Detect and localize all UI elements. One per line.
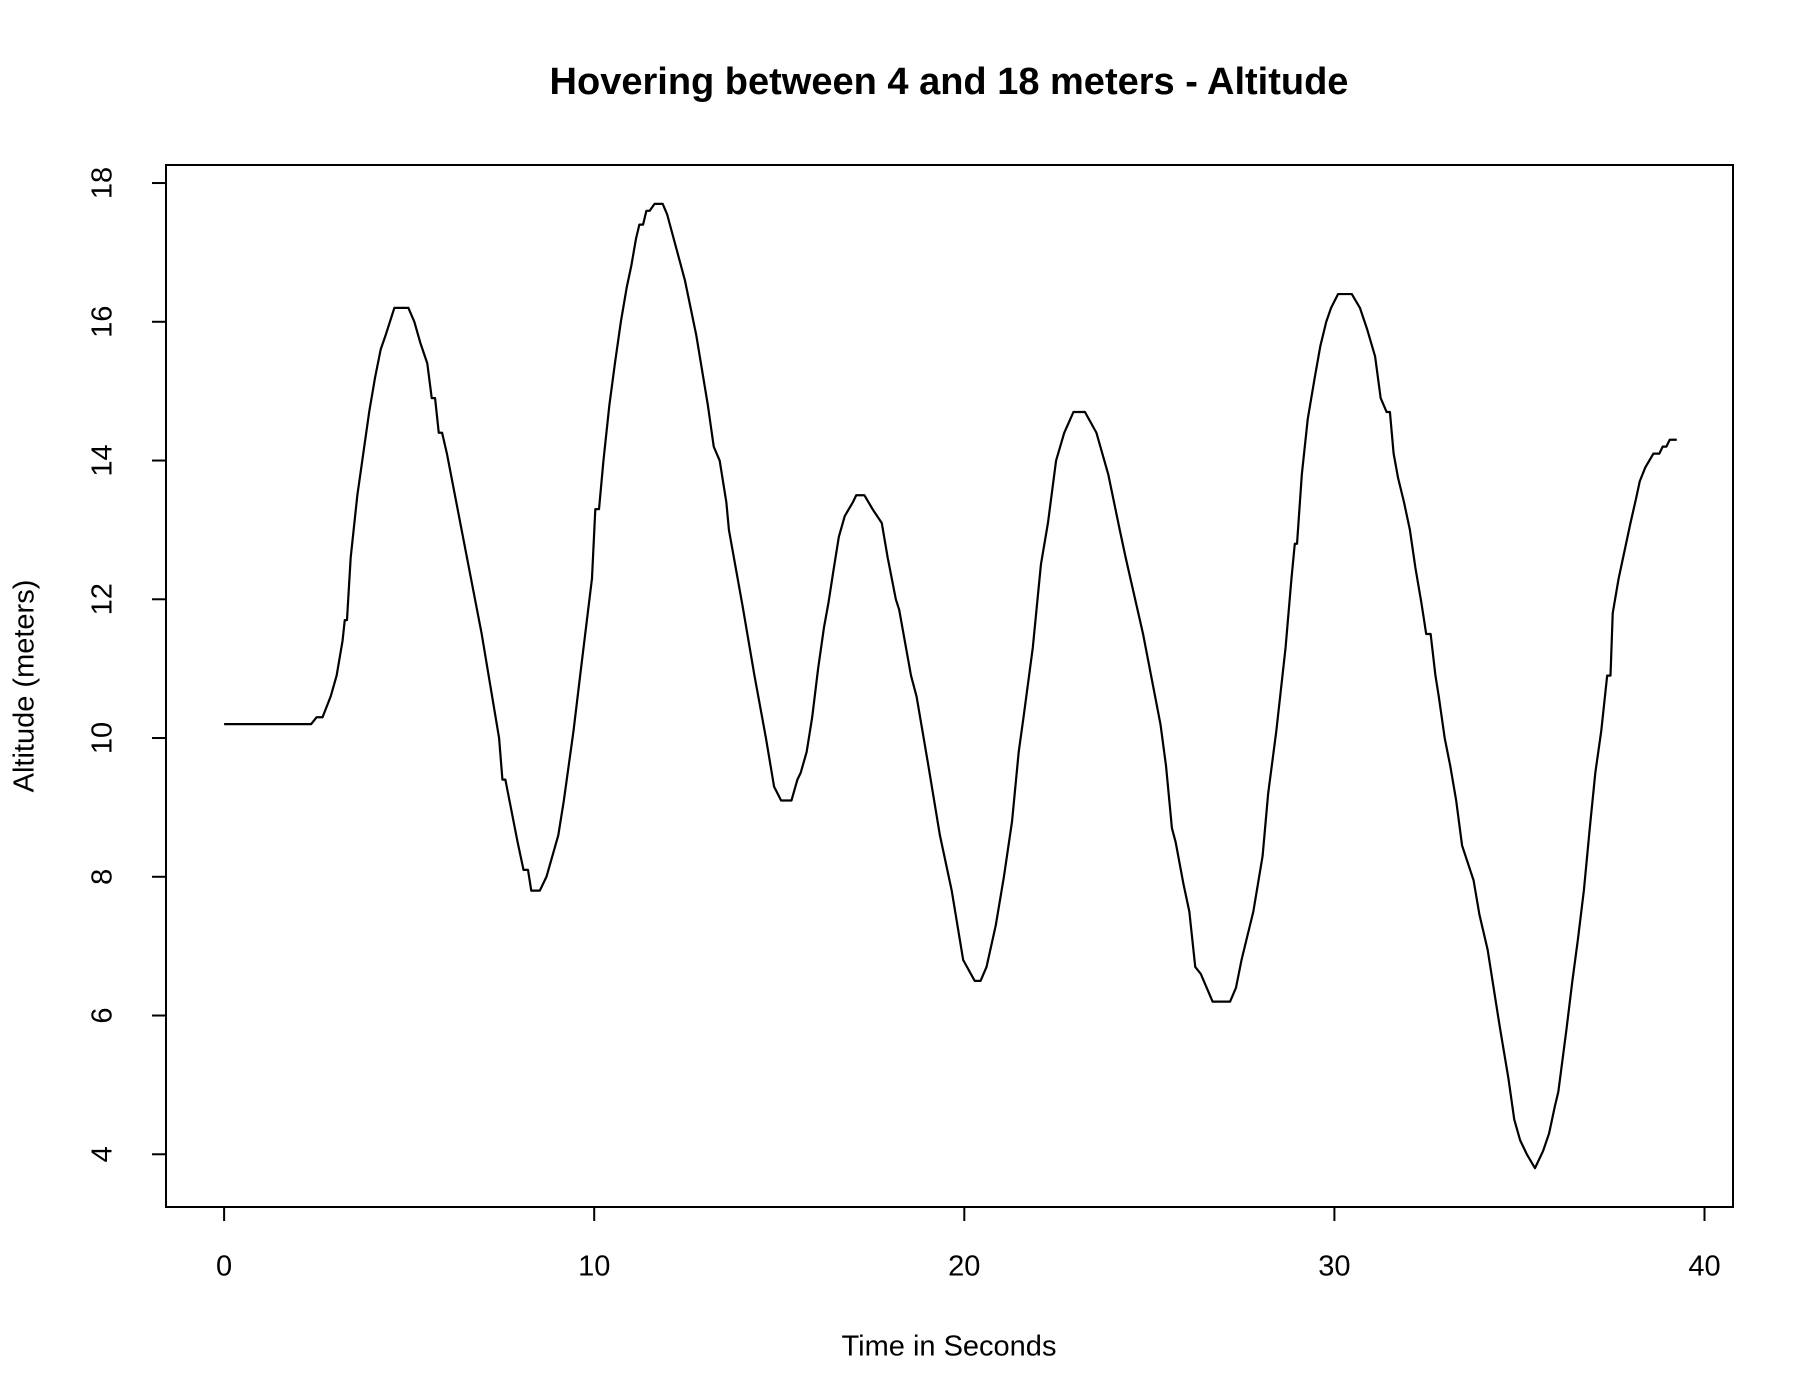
chart-title: Hovering between 4 and 18 meters - Altit… — [550, 61, 1349, 103]
y-tick-label: 14 — [87, 444, 119, 476]
y-tick-label: 6 — [87, 1007, 119, 1023]
x-tick-label: 0 — [216, 1251, 232, 1283]
x-axis-label: Time in Seconds — [842, 1331, 1057, 1363]
y-tick-label: 18 — [87, 167, 119, 199]
y-tick-label: 4 — [87, 1146, 119, 1162]
y-tick-label: 10 — [87, 722, 119, 754]
x-tick-label: 10 — [578, 1251, 610, 1283]
x-tick-label: 20 — [948, 1251, 980, 1283]
x-tick-label: 40 — [1688, 1251, 1720, 1283]
y-tick-label: 8 — [87, 869, 119, 885]
y-axis-label: Altitude (meters) — [9, 580, 41, 793]
y-tick-label: 12 — [87, 583, 119, 615]
x-tick-label: 30 — [1318, 1251, 1350, 1283]
altitude-line — [224, 202, 1677, 1170]
y-tick-label: 16 — [87, 306, 119, 338]
plot-box — [165, 164, 1734, 1208]
